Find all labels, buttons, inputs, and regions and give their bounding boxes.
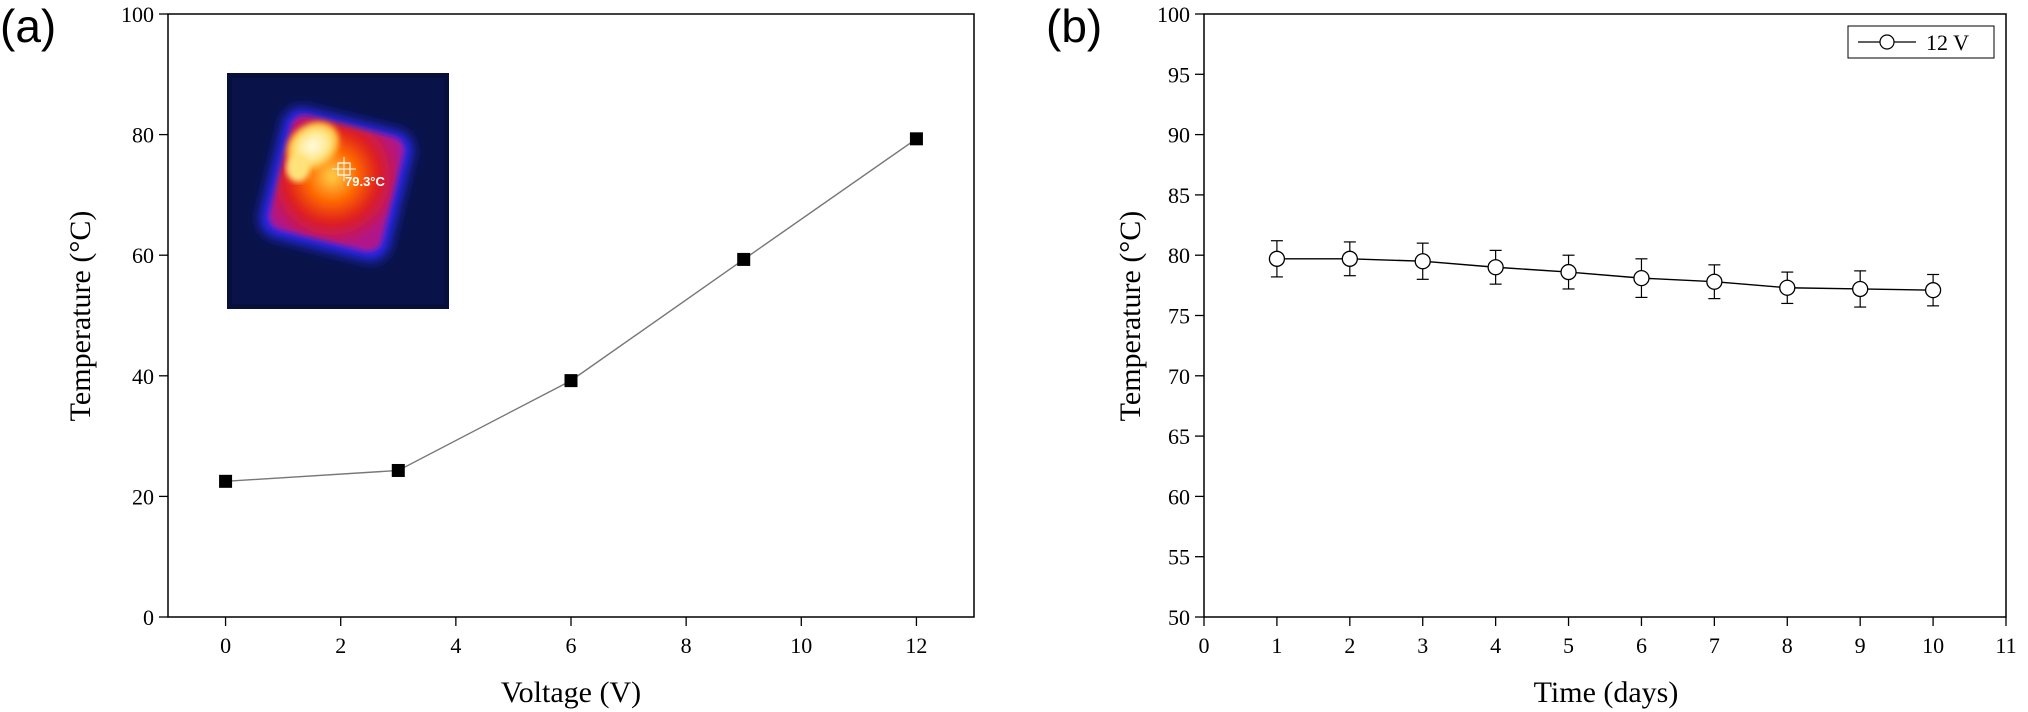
data-point (1414, 253, 1431, 270)
y-tick-label: 75 (1168, 304, 1190, 329)
x-tick-label: 2 (1344, 633, 1355, 658)
plot-a-xlabel: Voltage (V) (501, 676, 641, 709)
data-point (391, 463, 405, 477)
x-tick-label: 8 (681, 633, 692, 658)
legend-label: 12 V (1926, 30, 1969, 55)
x-tick-label: 10 (1922, 633, 1944, 658)
data-point (1487, 259, 1504, 276)
panel-a-letter: (a) (0, 0, 56, 52)
plot-b-ylabel: Temperature (°C) (1114, 211, 1147, 422)
data-point (737, 252, 751, 266)
y-tick-label: 85 (1168, 183, 1190, 208)
y-tick-label: 100 (1157, 2, 1190, 27)
inset-temperature-label: 79.3°C (345, 174, 386, 189)
series-line (1276, 258, 1934, 291)
y-tick-label: 0 (143, 605, 154, 630)
y-tick-label: 65 (1168, 424, 1190, 449)
plot-b-xlabel: Time (days) (1534, 676, 1679, 709)
x-tick-label: 6 (1636, 633, 1647, 658)
x-tick-label: 9 (1855, 633, 1866, 658)
data-point (1852, 280, 1869, 298)
y-tick-label: 100 (121, 2, 154, 27)
x-tick-label: 0 (220, 633, 231, 658)
y-tick-label: 55 (1168, 545, 1190, 570)
data-point (909, 132, 923, 146)
x-tick-label: 8 (1782, 633, 1793, 658)
data-point (564, 374, 578, 388)
data-point (1268, 250, 1286, 267)
thermal-inset-image: 79.3°C (227, 73, 449, 309)
x-tick-label: 7 (1709, 633, 1720, 658)
y-tick-label: 80 (132, 123, 154, 148)
y-tick-label: 50 (1168, 605, 1190, 630)
x-tick-label: 5 (1563, 633, 1574, 658)
y-tick-label: 95 (1168, 62, 1190, 87)
data-point (1706, 273, 1723, 290)
x-tick-label: 12 (905, 633, 927, 658)
plot-b-frame (1203, 13, 2007, 618)
plot-a-series (219, 132, 923, 488)
data-point (1924, 282, 1942, 299)
legend-marker-icon (1879, 34, 1895, 50)
y-tick-label: 40 (132, 364, 154, 389)
x-tick-label: 4 (1490, 633, 1501, 658)
data-point (1560, 263, 1577, 281)
plot-a-ticks: 0 2 4 6 8 10 12 0 20 40 60 80 100 (121, 2, 927, 658)
x-tick-label: 10 (790, 633, 812, 658)
data-point (1633, 269, 1650, 287)
y-tick-label: 70 (1168, 364, 1190, 389)
y-tick-label: 80 (1168, 243, 1190, 268)
panel-b: (b) 0 1 2 3 4 5 6 7 8 9 10 11 50 55 60 65 70 75 80 85 90 95 10… (1046, 0, 2017, 709)
y-tick-label: 20 (132, 484, 154, 509)
x-tick-label: 1 (1271, 633, 1282, 658)
data-point (219, 474, 233, 488)
data-point (1779, 279, 1796, 296)
y-tick-label: 90 (1168, 123, 1190, 148)
legend: 12 V (1847, 25, 1995, 59)
x-tick-label: 3 (1417, 633, 1428, 658)
panel-a: (a) 0 2 4 6 8 10 12 0 20 40 60 80 100 79.3°C Voltage… (0, 0, 975, 709)
x-tick-label: 0 (1199, 633, 1210, 658)
y-tick-label: 60 (1168, 484, 1190, 509)
y-tick-label: 60 (132, 243, 154, 268)
panel-b-letter: (b) (1046, 0, 1102, 52)
plot-b-series (1268, 240, 1942, 308)
x-tick-label: 11 (1995, 633, 2016, 658)
x-tick-label: 4 (450, 633, 461, 658)
plot-a-ylabel: Temperature (°C) (64, 211, 97, 422)
x-tick-label: 6 (566, 633, 577, 658)
x-tick-label: 2 (335, 633, 346, 658)
data-point (1341, 250, 1358, 267)
plot-b-ticks: 0 1 2 3 4 5 6 7 8 9 10 11 50 55 60 65 70 75 80 85 90 95 100 (1157, 2, 2017, 658)
